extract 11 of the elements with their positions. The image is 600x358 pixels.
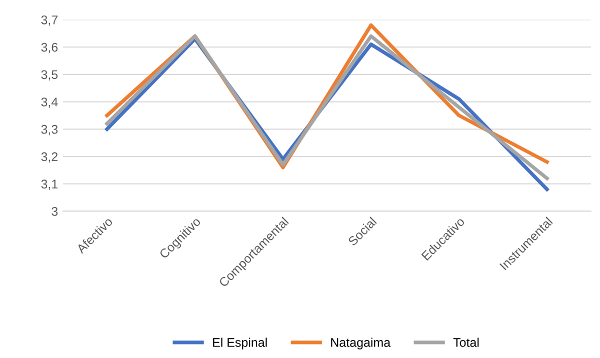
y-tick-label: 3,2 <box>41 152 58 163</box>
y-tick-label: 3,5 <box>41 70 58 81</box>
y-tick-label: 3,1 <box>41 180 58 190</box>
legend-label: Total <box>453 338 479 347</box>
legend-label: Natagaima <box>331 338 391 350</box>
y-tick-label: 3 <box>52 207 58 216</box>
y-tick-label: 3,6 <box>41 42 58 54</box>
y-tick-label: 3,7 <box>41 15 58 26</box>
y-tick-label: 3,3 <box>41 124 58 136</box>
legend-label: El Espinal <box>213 338 267 350</box>
y-tick-label: 3,4 <box>41 98 58 108</box>
